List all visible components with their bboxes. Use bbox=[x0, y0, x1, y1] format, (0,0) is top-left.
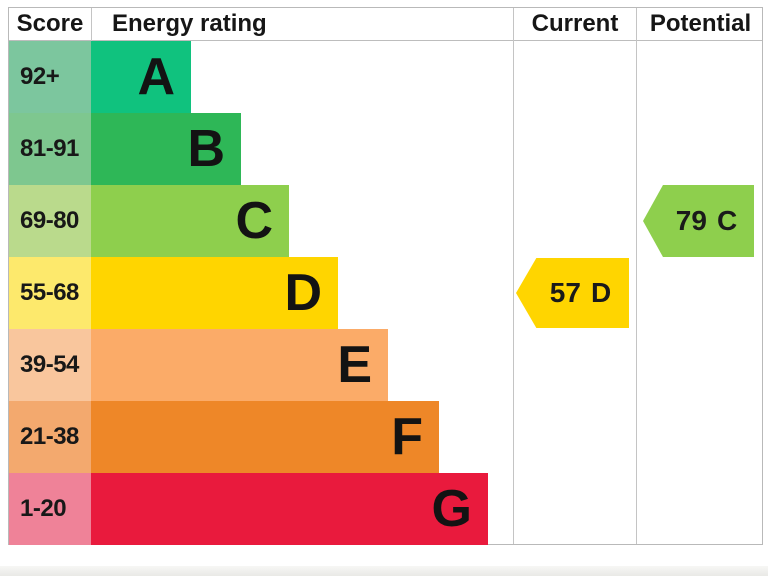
score-cell-g: 1-20 bbox=[9, 473, 91, 545]
band-row-a: 92+ A bbox=[9, 41, 762, 113]
rating-bar-c: C bbox=[91, 185, 289, 257]
current-rating-letter: D bbox=[590, 277, 612, 308]
score-cell-c: 69-80 bbox=[9, 185, 91, 257]
rating-bar-f: F bbox=[91, 401, 439, 473]
score-cell-d: 55-68 bbox=[9, 257, 91, 329]
rating-bar-a: A bbox=[91, 41, 191, 113]
score-cell-b: 81-91 bbox=[9, 113, 91, 185]
current-rating-value: 57 bbox=[549, 277, 581, 308]
rating-bar-b: B bbox=[91, 113, 241, 185]
band-row-g: 1-20 G bbox=[9, 473, 762, 545]
band-row-c: 69-80 C bbox=[9, 185, 762, 257]
divider-current-column bbox=[513, 8, 514, 544]
divider-score-column bbox=[91, 8, 92, 41]
band-row-d: 55-68 D bbox=[9, 257, 762, 329]
table-header-row: Score Energy rating Current Potential bbox=[9, 8, 762, 41]
column-header-score: Score bbox=[16, 10, 84, 37]
rating-bar-e: E bbox=[91, 329, 388, 401]
rating-bar-g: G bbox=[91, 473, 488, 545]
column-header-potential: Potential bbox=[649, 10, 752, 37]
band-row-f: 21-38 F bbox=[9, 401, 762, 473]
potential-rating-arrow: 79 C bbox=[643, 185, 754, 257]
score-cell-a: 92+ bbox=[9, 41, 91, 113]
score-cell-e: 39-54 bbox=[9, 329, 91, 401]
column-header-energy-rating: Energy rating bbox=[112, 10, 267, 37]
current-rating-arrow: 57 D bbox=[516, 258, 629, 328]
potential-rating-value: 79 bbox=[675, 205, 707, 236]
band-row-e: 39-54 E bbox=[9, 329, 762, 401]
divider-potential-column bbox=[636, 8, 637, 544]
rating-bar-d: D bbox=[91, 257, 338, 329]
band-row-b: 81-91 B bbox=[9, 113, 762, 185]
potential-rating-letter: C bbox=[716, 205, 738, 236]
page-bottom-edge bbox=[0, 566, 768, 576]
score-cell-f: 21-38 bbox=[9, 401, 91, 473]
chart-table-frame: Score Energy rating Current Potential 92… bbox=[8, 7, 763, 545]
column-header-current: Current bbox=[531, 10, 619, 37]
